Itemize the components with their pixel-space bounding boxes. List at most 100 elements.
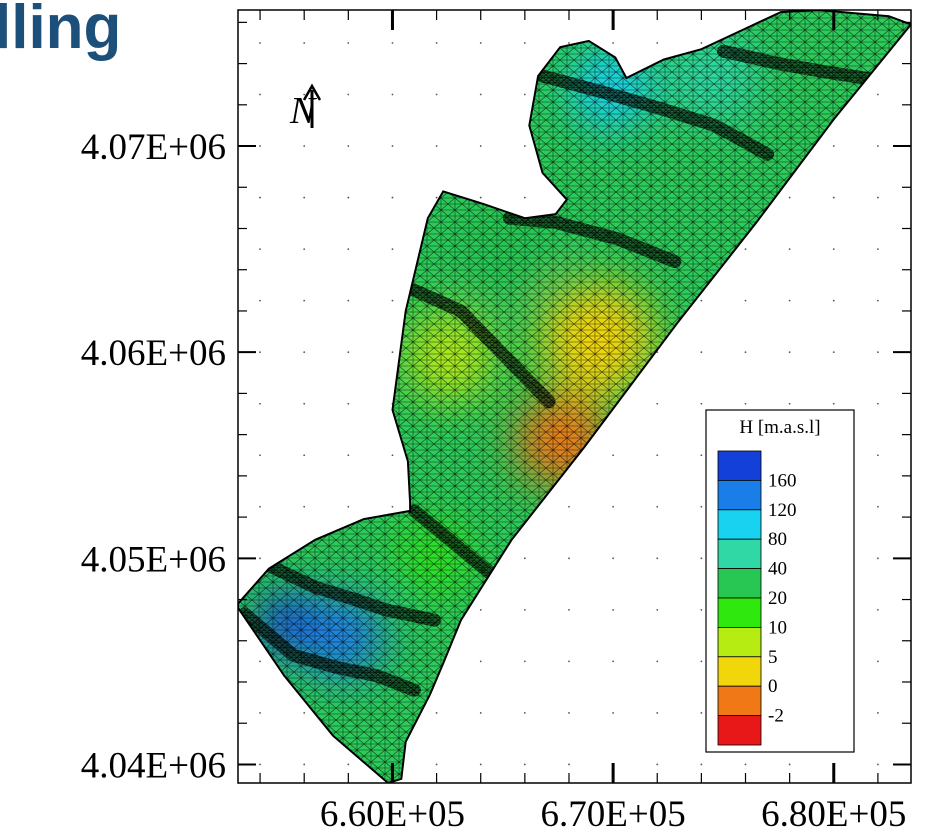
grid-point — [303, 763, 306, 766]
grid-point — [744, 351, 747, 354]
grid-point — [656, 660, 659, 663]
legend-label: 160 — [768, 470, 797, 491]
grid-point — [479, 93, 482, 96]
grid-point — [259, 299, 261, 302]
grid-point — [347, 248, 350, 251]
grid-point — [700, 557, 703, 560]
grid-point — [479, 763, 482, 766]
grid-point — [435, 763, 438, 766]
grid-point — [877, 93, 879, 96]
grid-point — [568, 42, 570, 44]
grid-point — [259, 145, 261, 147]
grid-point — [523, 557, 526, 560]
legend-label: 10 — [768, 617, 787, 638]
grid-point — [479, 196, 482, 199]
grid-point — [656, 712, 659, 714]
grid-point — [832, 196, 835, 199]
grid-point — [435, 196, 438, 199]
grid-point — [877, 299, 879, 302]
legend-label: -2 — [768, 706, 784, 727]
y-tick-label: 4.07E+06 — [81, 127, 226, 168]
grid-point — [877, 505, 879, 508]
grid-point — [479, 660, 482, 663]
grid-point — [700, 763, 703, 766]
grid-point — [656, 402, 659, 405]
grid-point — [568, 608, 570, 611]
grid-point — [568, 712, 570, 714]
grid-point — [568, 660, 570, 663]
north-arrow-label: N — [289, 90, 318, 132]
grid-point — [259, 505, 261, 508]
grid-point — [612, 454, 615, 457]
grid-point — [744, 402, 747, 405]
grid-point — [612, 42, 615, 44]
grid-point — [347, 505, 350, 508]
grid-point — [877, 145, 879, 147]
contour-band-mesh-6 — [716, 44, 885, 87]
grid-point — [347, 145, 350, 147]
grid-point — [612, 505, 615, 508]
grid-point — [612, 660, 615, 663]
grid-point — [832, 145, 835, 147]
grid-point — [435, 93, 438, 96]
legend-label: 80 — [768, 529, 787, 550]
grid-point — [656, 763, 659, 766]
contour-band-mesh-4 — [502, 211, 682, 268]
slide-title-fragment: lling — [0, 0, 122, 62]
grid-point — [877, 660, 879, 663]
grid-point — [744, 763, 747, 766]
grid-point — [700, 351, 703, 354]
grid-point — [523, 608, 526, 611]
grid-point — [832, 402, 835, 405]
grid-point — [700, 42, 703, 44]
legend-label: 40 — [768, 559, 787, 580]
grid-point — [391, 505, 394, 508]
grid-point — [259, 248, 261, 251]
legend-swatch — [717, 685, 762, 717]
grid-point — [523, 763, 526, 766]
dense-mesh-bands — [238, 44, 885, 697]
grid-point — [435, 712, 438, 714]
grid-point — [391, 299, 394, 302]
grid-point — [435, 42, 438, 44]
grid-point — [788, 402, 791, 405]
grid-point — [303, 351, 306, 354]
grid-point — [303, 248, 306, 251]
grid-point — [523, 145, 526, 147]
grid-point — [656, 454, 659, 457]
grid-point — [656, 505, 659, 508]
grid-point — [656, 42, 659, 44]
y-tick-label: 4.04E+06 — [81, 745, 226, 786]
grid-point — [877, 712, 879, 714]
grid-point — [347, 351, 350, 354]
grid-point — [832, 351, 835, 354]
grid-point — [523, 660, 526, 663]
grid-point — [523, 712, 526, 714]
grid-point — [303, 93, 306, 96]
grid-point — [347, 196, 350, 199]
legend-swatch — [717, 450, 762, 481]
legend-title: H [m.a.s.l] — [739, 417, 820, 438]
grid-point — [612, 608, 615, 611]
grid-point — [788, 763, 791, 766]
grid-point — [259, 402, 261, 405]
grid-point — [788, 248, 791, 251]
grid-point — [788, 299, 791, 302]
legend-label: 5 — [768, 647, 778, 668]
grid-point — [347, 299, 350, 302]
grid-point — [259, 712, 261, 714]
legend-label: 20 — [768, 588, 787, 609]
grid-point — [523, 196, 526, 199]
grid-point — [259, 454, 261, 457]
grid-point — [391, 351, 394, 354]
grid-point — [303, 145, 306, 147]
grid-point — [303, 402, 306, 405]
x-tick-label: 6.70E+05 — [541, 794, 686, 835]
grid-point — [832, 299, 835, 302]
grid-point — [259, 763, 261, 766]
axes: 4.04E+06 4.05E+06 4.06E+06 4.07E+06 6.60E+05… — [81, 10, 911, 835]
contour-band-mesh-3 — [408, 283, 556, 409]
grid-point — [700, 402, 703, 405]
grid-point — [877, 557, 879, 560]
